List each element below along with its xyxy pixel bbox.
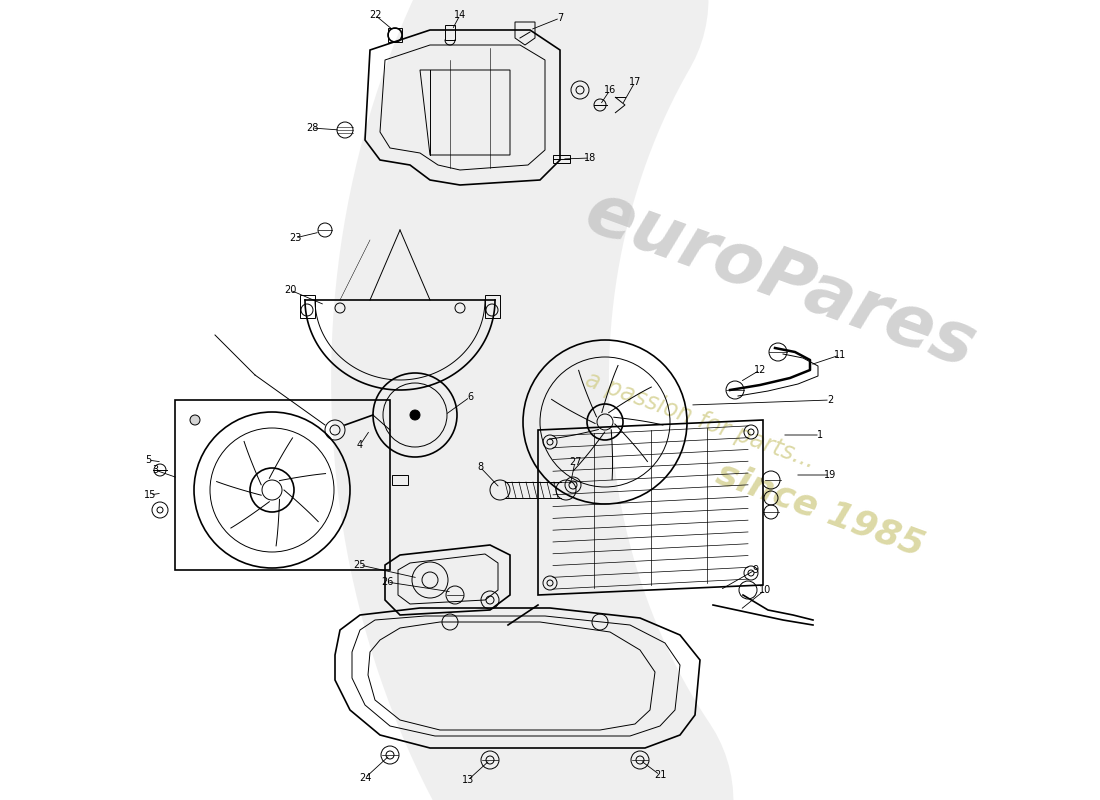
Text: euroPares: euroPares (575, 178, 984, 382)
Text: 13: 13 (462, 775, 474, 785)
Text: 5: 5 (145, 455, 151, 465)
Text: 15: 15 (144, 490, 156, 500)
Text: 6: 6 (466, 392, 473, 402)
Text: 17: 17 (629, 77, 641, 87)
Text: 26: 26 (381, 577, 393, 587)
Text: 3: 3 (152, 465, 158, 475)
Text: 1: 1 (817, 430, 823, 440)
Text: 18: 18 (584, 153, 596, 163)
Text: 24: 24 (359, 773, 371, 783)
Text: 27: 27 (569, 457, 581, 467)
Text: 16: 16 (604, 85, 616, 95)
Text: 25: 25 (354, 560, 366, 570)
Text: a passion for parts...: a passion for parts... (582, 367, 818, 473)
Text: 14: 14 (454, 10, 466, 20)
Text: 22: 22 (368, 10, 382, 20)
Text: 10: 10 (759, 585, 771, 595)
Text: 2: 2 (827, 395, 833, 405)
Circle shape (410, 410, 420, 420)
Text: 20: 20 (284, 285, 296, 295)
Text: 23: 23 (289, 233, 301, 243)
Text: 19: 19 (824, 470, 836, 480)
Text: 4: 4 (356, 440, 363, 450)
Text: 9: 9 (752, 565, 758, 575)
Text: since 1985: since 1985 (712, 457, 928, 563)
Circle shape (190, 415, 200, 425)
Text: 21: 21 (653, 770, 667, 780)
Text: 11: 11 (834, 350, 846, 360)
Text: 28: 28 (306, 123, 318, 133)
Text: 8: 8 (477, 462, 483, 472)
Text: 12: 12 (754, 365, 767, 375)
Text: 7: 7 (557, 13, 563, 23)
